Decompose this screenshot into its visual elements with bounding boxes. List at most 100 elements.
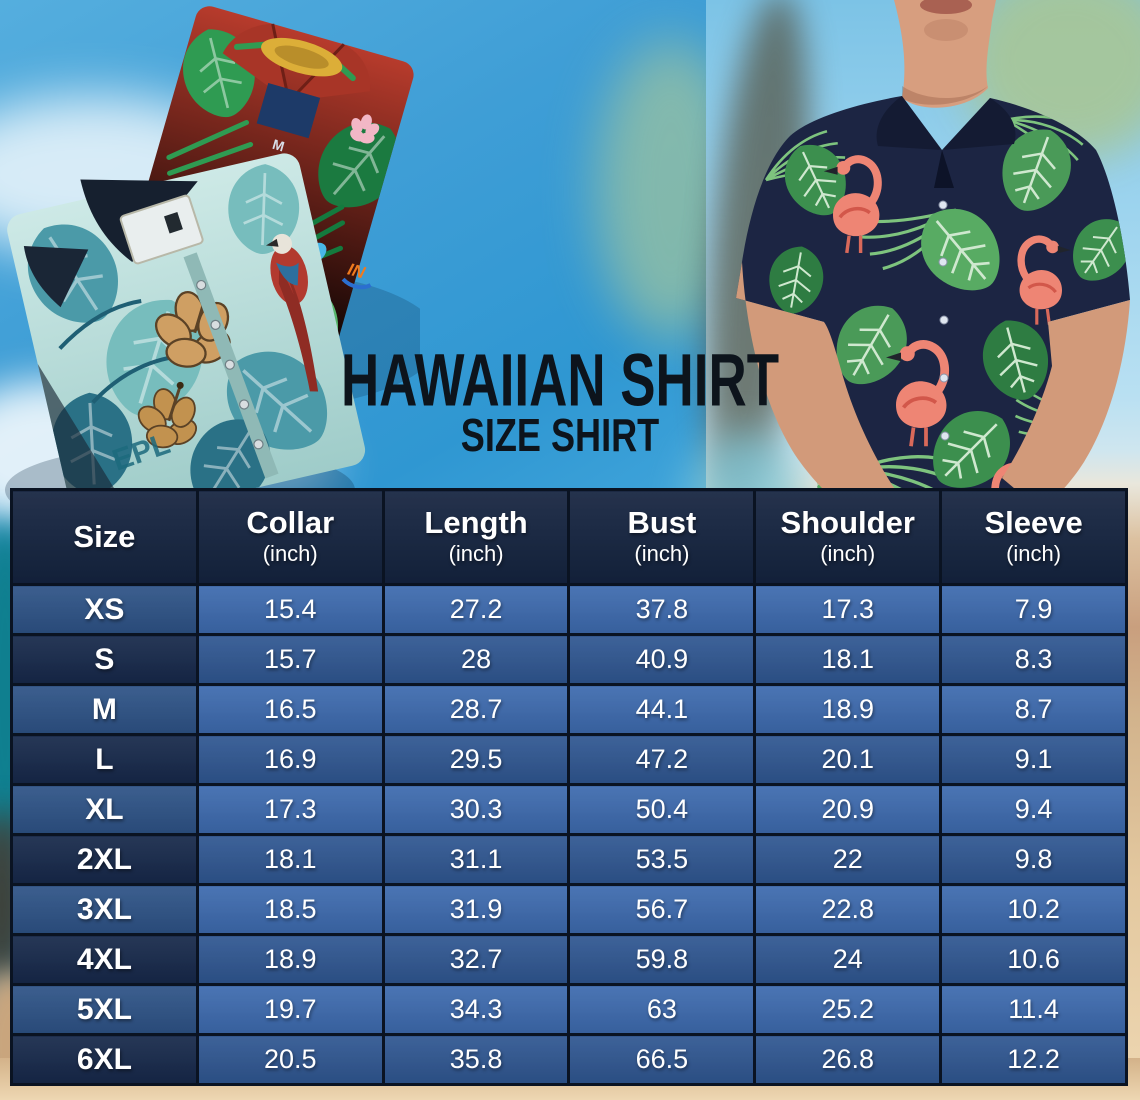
size-chart-table: Size Collar (inch) Length (inch) Bust (inch) Sh…: [10, 488, 1128, 1086]
value-cell: 37.8: [567, 583, 757, 636]
value-cell: 29.5: [381, 733, 571, 786]
column-header-sleeve: Sleeve (inch): [939, 488, 1128, 586]
value-cell: 15.4: [195, 583, 385, 636]
value-cell: 63: [567, 983, 757, 1036]
table-row-l: L 16.9 29.5 47.2 20.1 9.1: [10, 733, 1128, 786]
value-cell: 10.2: [939, 883, 1128, 936]
folded-shirts-photo: M IN: [0, 0, 440, 540]
size-cell: 6XL: [10, 1033, 199, 1086]
column-header-shoulder: Shoulder (inch): [753, 488, 943, 586]
column-label: Collar: [246, 504, 335, 540]
value-cell: 31.1: [381, 833, 571, 886]
value-cell: 59.8: [567, 933, 757, 986]
value-cell: 31.9: [381, 883, 571, 936]
column-label: Length: [424, 504, 528, 540]
size-cell: L: [10, 733, 199, 786]
value-cell: 24: [753, 933, 943, 986]
page-subtitle: SIZE SHIRT: [460, 409, 660, 462]
value-cell: 47.2: [567, 733, 757, 786]
value-cell: 27.2: [381, 583, 571, 636]
table-row-3xl: 3XL 18.5 31.9 56.7 22.8 10.2: [10, 883, 1128, 936]
column-header-length: Length (inch): [381, 488, 571, 586]
red-shirt-tag-letter: M: [271, 136, 287, 155]
table-row-xs: XS 15.4 27.2 37.8 17.3 7.9: [10, 583, 1128, 636]
value-cell: 18.9: [753, 683, 943, 736]
column-label: Shoulder: [780, 504, 915, 540]
value-cell: 9.8: [939, 833, 1128, 886]
value-cell: 66.5: [567, 1033, 757, 1086]
value-cell: 20.5: [195, 1033, 385, 1086]
value-cell: 25.2: [753, 983, 943, 1036]
value-cell: 56.7: [567, 883, 757, 936]
size-cell: XS: [10, 583, 199, 636]
table-row-5xl: 5XL 19.7 34.3 63 25.2 11.4: [10, 983, 1128, 1036]
size-cell: 2XL: [10, 833, 199, 886]
value-cell: 18.1: [753, 633, 943, 686]
column-unit: (inch): [448, 541, 504, 567]
size-cell: M: [10, 683, 199, 736]
size-cell: XL: [10, 783, 199, 836]
size-cell: 4XL: [10, 933, 199, 986]
column-unit: (inch): [634, 541, 690, 567]
table-row-2xl: 2XL 18.1 31.1 53.5 22 9.8: [10, 833, 1128, 886]
red-shirt-sleeve-logo: IN: [341, 260, 372, 290]
value-cell: 17.3: [195, 783, 385, 836]
value-cell: 20.9: [753, 783, 943, 836]
value-cell: 18.5: [195, 883, 385, 936]
table-row-6xl: 6XL 20.5 35.8 66.5 26.8 12.2: [10, 1033, 1128, 1086]
man-figure: [736, 0, 1130, 660]
value-cell: 34.3: [381, 983, 571, 1036]
value-cell: 16.9: [195, 733, 385, 786]
value-cell: 8.7: [939, 683, 1128, 736]
column-unit: (inch): [820, 541, 876, 567]
value-cell: 7.9: [939, 583, 1128, 636]
value-cell: 44.1: [567, 683, 757, 736]
value-cell: 9.1: [939, 733, 1128, 786]
table-row-xl: XL 17.3 30.3 50.4 20.9 9.4: [10, 783, 1128, 836]
value-cell: 22: [753, 833, 943, 886]
table-body: XS 15.4 27.2 37.8 17.3 7.9 S 15.7 28 40.9 18.1 8.3 M…: [10, 583, 1128, 1086]
value-cell: 22.8: [753, 883, 943, 936]
value-cell: 28: [381, 633, 571, 686]
column-label: Size: [73, 518, 136, 554]
svg-text:IN: IN: [346, 260, 368, 283]
column-unit: (inch): [1006, 541, 1062, 567]
folded-shirts-graphic: M IN: [5, 6, 440, 535]
value-cell: 16.5: [195, 683, 385, 736]
value-cell: 28.7: [381, 683, 571, 736]
value-cell: 17.3: [753, 583, 943, 636]
value-cell: 35.8: [381, 1033, 571, 1086]
value-cell: 53.5: [567, 833, 757, 886]
value-cell: 32.7: [381, 933, 571, 986]
value-cell: 9.4: [939, 783, 1128, 836]
table-row-m: M 16.5 28.7 44.1 18.9 8.7: [10, 683, 1128, 736]
table-row-4xl: 4XL 18.9 32.7 59.8 24 10.6: [10, 933, 1128, 986]
value-cell: 40.9: [567, 633, 757, 686]
header-row: Size Collar (inch) Length (inch) Bust (inch) Sh…: [10, 488, 1128, 586]
value-cell: 12.2: [939, 1033, 1128, 1086]
value-cell: 10.6: [939, 933, 1128, 986]
column-label: Bust: [627, 504, 697, 540]
table-header: Size Collar (inch) Length (inch) Bust (inch) Sh…: [10, 488, 1128, 586]
model-neck: [894, 0, 996, 108]
column-header-size: Size: [10, 488, 199, 586]
column-header-bust: Bust (inch): [567, 488, 757, 586]
column-label: Sleeve: [984, 504, 1083, 540]
parrot: [265, 233, 319, 392]
table-row-s: S 15.7 28 40.9 18.1 8.3: [10, 633, 1128, 686]
value-cell: 19.7: [195, 983, 385, 1036]
value-cell: 50.4: [567, 783, 757, 836]
value-cell: 8.3: [939, 633, 1128, 686]
page-title: HAWAIIAN SHIRT: [340, 339, 780, 422]
size-cell: 3XL: [10, 883, 199, 936]
size-cell: S: [10, 633, 199, 686]
value-cell: 26.8: [753, 1033, 943, 1086]
column-unit: (inch): [262, 541, 318, 567]
teal-shirt: EPL: [6, 153, 366, 530]
value-cell: 18.9: [195, 933, 385, 986]
size-cell: 5XL: [10, 983, 199, 1036]
value-cell: 11.4: [939, 983, 1128, 1036]
value-cell: 30.3: [381, 783, 571, 836]
column-header-collar: Collar (inch): [195, 488, 385, 586]
